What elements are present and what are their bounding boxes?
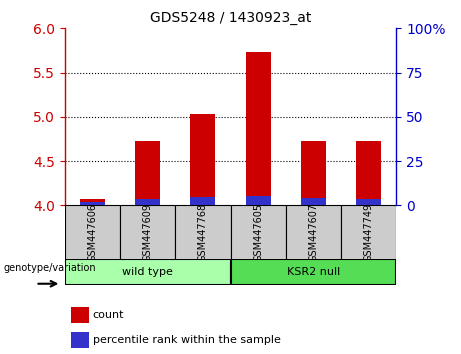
Bar: [301, 141, 326, 205]
FancyBboxPatch shape: [230, 205, 286, 260]
FancyBboxPatch shape: [341, 205, 396, 260]
Bar: [246, 195, 271, 205]
FancyBboxPatch shape: [175, 205, 230, 260]
Bar: [190, 198, 215, 205]
FancyBboxPatch shape: [230, 259, 396, 285]
FancyBboxPatch shape: [120, 205, 175, 260]
Bar: [80, 202, 105, 205]
Bar: [71, 307, 89, 323]
Text: percentile rank within the sample: percentile rank within the sample: [93, 335, 281, 346]
Bar: [71, 332, 89, 348]
Bar: [356, 141, 381, 205]
Bar: [301, 198, 326, 205]
Text: GSM447605: GSM447605: [253, 203, 263, 262]
Text: genotype/variation: genotype/variation: [3, 263, 96, 273]
Text: GSM447609: GSM447609: [142, 203, 153, 262]
Text: GSM447606: GSM447606: [87, 203, 97, 262]
Text: count: count: [93, 310, 124, 320]
Text: wild type: wild type: [122, 267, 173, 277]
Bar: [356, 199, 381, 205]
Text: GSM447749: GSM447749: [364, 203, 374, 262]
Text: GSM447607: GSM447607: [308, 203, 319, 262]
FancyBboxPatch shape: [286, 205, 341, 260]
FancyBboxPatch shape: [65, 205, 120, 260]
Bar: [190, 114, 215, 205]
Bar: [135, 141, 160, 205]
FancyBboxPatch shape: [65, 259, 230, 285]
Bar: [80, 199, 105, 205]
Text: GSM447768: GSM447768: [198, 203, 208, 262]
Bar: [135, 199, 160, 205]
Title: GDS5248 / 1430923_at: GDS5248 / 1430923_at: [150, 11, 311, 24]
Bar: [246, 52, 271, 205]
Text: KSR2 null: KSR2 null: [287, 267, 340, 277]
